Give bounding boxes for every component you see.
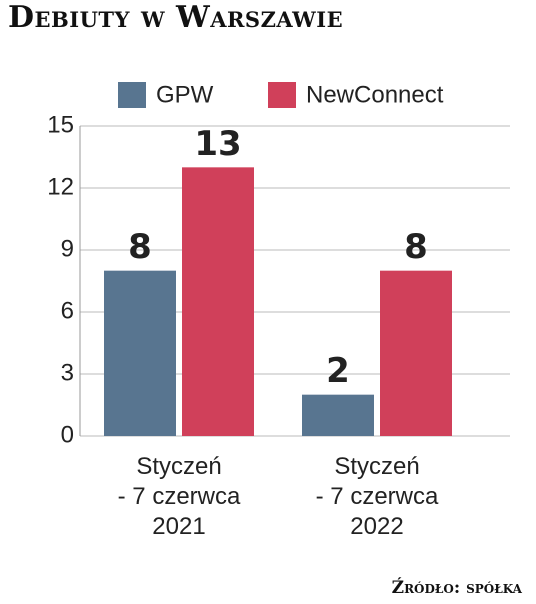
- bar: [104, 270, 176, 436]
- y-tick-label: 9: [61, 235, 74, 262]
- legend-label: NewConnect: [306, 81, 444, 108]
- y-tick-label: 15: [47, 111, 74, 138]
- legend-label: GPW: [156, 81, 214, 108]
- bar: [302, 394, 374, 436]
- source: Źródło: spółka: [391, 578, 522, 598]
- x-tick-label: Styczeń - 7 czerwca 2021: [117, 453, 241, 540]
- y-tick-label: 0: [61, 421, 74, 448]
- data-label: 8: [128, 227, 152, 267]
- legend-swatch: [118, 82, 146, 108]
- y-tick-label: 6: [61, 297, 74, 324]
- legend-swatch: [268, 82, 296, 108]
- x-tick-label: Styczeń - 7 czerwca 2022: [315, 453, 439, 540]
- bar: [380, 270, 452, 436]
- data-label: 2: [326, 351, 350, 391]
- chart-title: Debiuty w Warszawie: [8, 0, 344, 35]
- data-label: 8: [404, 227, 428, 267]
- data-label: 13: [194, 124, 241, 164]
- y-tick-label: 3: [61, 359, 74, 386]
- bar: [182, 167, 254, 437]
- y-tick-label: 12: [47, 173, 74, 200]
